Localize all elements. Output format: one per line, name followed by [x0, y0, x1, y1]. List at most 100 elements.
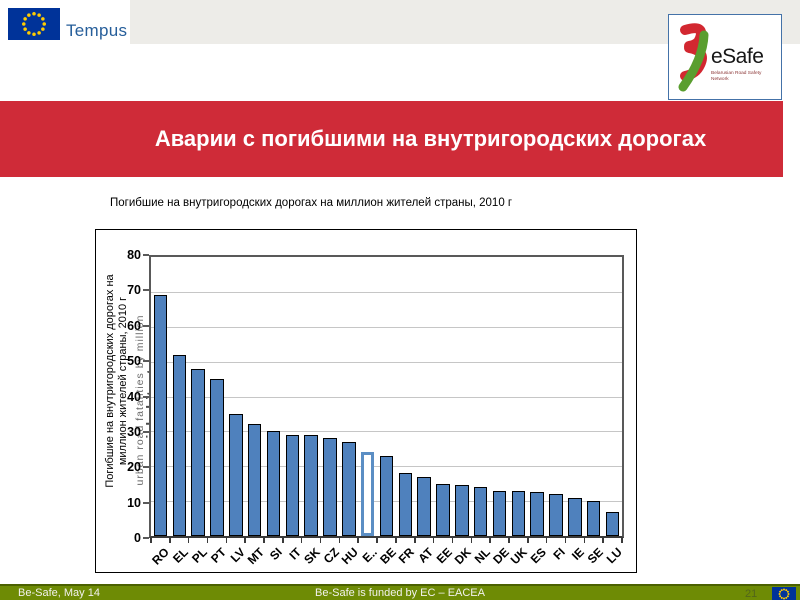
bar-DE — [492, 490, 507, 536]
bar-PL — [191, 368, 205, 536]
x-tick-mark — [187, 538, 190, 543]
x-tick-mark — [470, 538, 473, 543]
y-tick-mark — [143, 324, 149, 327]
x-label-SI: SI — [267, 545, 286, 563]
bar-UK — [511, 490, 526, 536]
x-label-NL: NL — [471, 545, 493, 567]
x-tick-mark — [414, 538, 416, 543]
x-label-LV: LV — [227, 545, 248, 566]
x-label-LU: LU — [603, 545, 625, 567]
y-tick-mark — [143, 289, 149, 292]
bar-AT — [417, 476, 431, 536]
x-label-MT: MT — [244, 545, 267, 568]
x-tick-mark — [432, 538, 435, 543]
bar-EE — [436, 483, 450, 536]
bar-SE — [586, 501, 601, 536]
eu-flag-icon — [8, 8, 60, 40]
eu-flag-footer-icon — [772, 587, 796, 600]
x-tick-mark — [263, 538, 265, 543]
x-label-FI: FI — [550, 545, 568, 563]
y-tick-mark — [143, 360, 149, 363]
x-tick-mark — [395, 538, 397, 543]
x-tick-mark — [489, 538, 491, 543]
y-tick-label-10: 10 — [127, 495, 141, 510]
slide-title-banner: Аварии с погибшими на внутригородских до… — [0, 101, 783, 177]
x-tick-mark — [583, 538, 586, 543]
x-tick-mark — [451, 538, 454, 543]
x-tick-mark — [300, 538, 303, 543]
bar-SI — [266, 431, 281, 536]
y-tick-label-50: 50 — [127, 354, 141, 369]
bar-E.. — [360, 452, 375, 536]
x-tick-mark — [527, 538, 529, 543]
plot-area — [149, 255, 624, 538]
x-tick-mark — [357, 538, 359, 543]
x-label-RO: RO — [149, 545, 173, 568]
y-tick-mark — [143, 466, 149, 469]
x-tick-mark — [338, 538, 341, 543]
x-label-FR: FR — [396, 545, 418, 567]
bar-BE — [379, 455, 394, 536]
x-label-IE: IE — [568, 545, 587, 563]
y-tick-label-0: 0 — [134, 531, 141, 545]
tempus-logo-label: Tempus — [66, 21, 128, 40]
bar-IT — [285, 434, 300, 536]
bar-CZ — [323, 438, 337, 536]
x-tick-mark — [206, 538, 209, 543]
bar-DK — [455, 485, 469, 536]
x-tick-mark — [545, 538, 548, 543]
bar-IE — [568, 497, 582, 536]
esafe-logo-name: eSafe — [711, 45, 764, 68]
gridline-50 — [151, 361, 622, 363]
x-tick-mark — [602, 538, 604, 543]
x-tick-mark — [621, 538, 623, 543]
x-tick-mark — [564, 538, 567, 543]
esafe-logo-subtitle: Belarusian Road Safety Network — [711, 71, 762, 82]
page-number: 21 — [745, 588, 758, 600]
x-tick-mark — [376, 538, 378, 543]
x-label-IT: IT — [286, 545, 305, 563]
x-label-PT: PT — [208, 545, 229, 566]
bar-PT — [210, 379, 224, 536]
bar-ES — [530, 492, 544, 536]
x-tick-mark — [150, 538, 152, 543]
chart-subtitle: Погибшие на внутригородских дорогах на м… — [110, 197, 513, 209]
bar-LV — [229, 413, 243, 536]
x-label-E..: E.. — [359, 545, 380, 566]
bar-NL — [473, 487, 488, 536]
y-tick-mark — [143, 430, 149, 433]
y-tick-label-20: 20 — [127, 460, 141, 475]
x-tick-mark — [225, 538, 228, 543]
esafe-logo-box: eSafe Belarusian Road Safety Network — [668, 14, 782, 100]
footer-project-date: Be-Safe, May 14 — [18, 587, 100, 599]
slide-title: Аварии с погибшими на внутригородских до… — [154, 126, 707, 151]
y-tick-mark — [143, 254, 149, 256]
bar-SK — [304, 434, 318, 536]
esafe-swirl-icon — [678, 23, 709, 92]
bar-RO — [153, 295, 168, 536]
x-tick-mark — [319, 538, 322, 543]
x-tick-mark — [169, 538, 171, 543]
bar-HU — [342, 441, 356, 536]
y-tick-label-40: 40 — [127, 389, 141, 404]
y-tick-label-30: 30 — [127, 424, 141, 439]
y-tick-label-70: 70 — [127, 283, 141, 298]
gridline-30 — [151, 431, 622, 433]
x-tick-mark — [244, 538, 246, 543]
chart-container: Погибшие на внутригородских дорогах на м… — [95, 229, 637, 573]
y-tick-label-80: 80 — [127, 248, 141, 262]
gridline-40 — [151, 396, 622, 398]
y-tick-mark — [143, 537, 149, 539]
gridline-60 — [151, 326, 622, 328]
x-tick-mark — [508, 538, 510, 543]
footer-funding-note: Be-Safe is funded by EC – EACEA — [315, 587, 485, 599]
x-tick-mark — [282, 538, 284, 543]
bar-FI — [549, 494, 563, 536]
bar-LU — [605, 511, 620, 536]
x-label-ES: ES — [527, 545, 550, 567]
bar-MT — [247, 424, 262, 536]
y-tick-mark — [143, 395, 149, 398]
footer-bar: Be-Safe, May 14 Be-Safe is funded by EC … — [0, 584, 800, 600]
x-label-HU: HU — [338, 545, 361, 568]
